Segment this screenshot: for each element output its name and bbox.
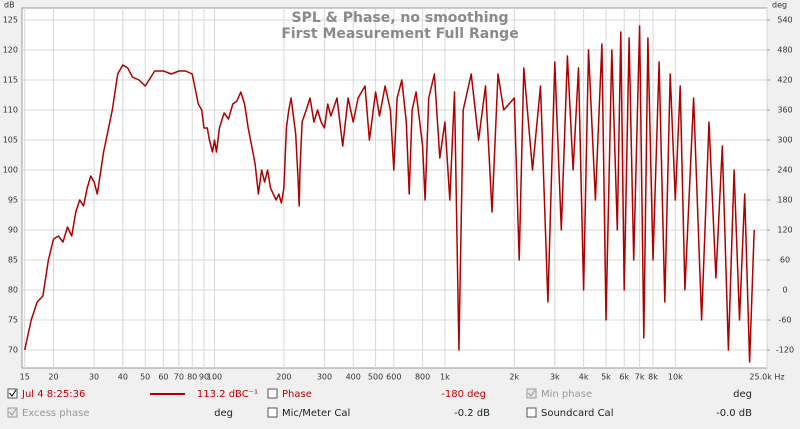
y2-tick-label: 0 bbox=[782, 286, 787, 295]
y-tick-label: 110 bbox=[3, 106, 18, 115]
x-tick-label: 25.0k Hz bbox=[749, 373, 784, 382]
x-tick-label: 800 bbox=[415, 373, 430, 382]
y2-axis-label: deg bbox=[772, 1, 787, 10]
y2-tick-label: 60 bbox=[780, 256, 790, 265]
check-mark bbox=[9, 408, 17, 416]
phase-label: Phase bbox=[282, 389, 312, 400]
x-tick-label: 8k bbox=[648, 373, 658, 382]
y-tick-label: 85 bbox=[8, 256, 18, 265]
x-tick-label: 70 bbox=[174, 373, 184, 382]
spl-value: 113.2 dBC⁻¹ bbox=[197, 389, 258, 400]
mic-cal-label: Mic/Meter Cal bbox=[282, 408, 350, 419]
y2-tick-label: 180 bbox=[777, 196, 792, 205]
x-tick-label: 6k bbox=[619, 373, 629, 382]
y2-tick-label: 420 bbox=[777, 76, 792, 85]
y2-tick-label: 540 bbox=[777, 16, 792, 25]
mic-cal-value: -0.2 dB bbox=[454, 408, 490, 419]
checkbox[interactable] bbox=[526, 388, 537, 399]
checkbox[interactable] bbox=[7, 407, 18, 418]
y-axis-label: dB bbox=[4, 1, 15, 10]
y2-tick-label: 360 bbox=[777, 106, 792, 115]
check-mark bbox=[9, 389, 17, 397]
x-tick-label: 3k bbox=[550, 373, 560, 382]
excess-phase-value: deg bbox=[214, 408, 233, 419]
x-tick-label: 1k bbox=[440, 373, 450, 382]
phase-value: -180 deg bbox=[441, 389, 486, 400]
y-tick-label: 125 bbox=[3, 16, 18, 25]
checkbox[interactable] bbox=[526, 407, 537, 418]
x-tick-label: 5k bbox=[601, 373, 611, 382]
y-tick-label: 90 bbox=[8, 226, 18, 235]
y-tick-label: 115 bbox=[3, 76, 18, 85]
y-tick-label: 100 bbox=[3, 166, 18, 175]
y-tick-label: 80 bbox=[8, 286, 18, 295]
x-tick-label: 7k bbox=[635, 373, 645, 382]
x-tick-label: 50 bbox=[140, 373, 150, 382]
checkbox[interactable] bbox=[267, 388, 278, 399]
x-tick-label: 10k bbox=[668, 373, 683, 382]
x-tick-label: 4k bbox=[579, 373, 589, 382]
spl-line bbox=[23, 25, 755, 363]
x-tick-label: 2k bbox=[509, 373, 519, 382]
checkbox[interactable] bbox=[7, 388, 18, 399]
check-mark bbox=[528, 389, 536, 397]
series-name: Jul 4 8:25:36 bbox=[21, 389, 85, 400]
soundcard-cal-label: Soundcard Cal bbox=[541, 408, 613, 419]
x-tick-label: 500 bbox=[368, 373, 383, 382]
y-tick-label: 75 bbox=[8, 316, 18, 325]
y-tick-label: 120 bbox=[3, 46, 18, 55]
x-tick-label: 80 bbox=[187, 373, 197, 382]
soundcard-cal-value: -0.0 dB bbox=[716, 408, 752, 419]
x-tick-label: 90 bbox=[199, 373, 209, 382]
y2-tick-label: -120 bbox=[776, 346, 794, 355]
checkbox[interactable] bbox=[267, 407, 278, 418]
min-phase-label: Min phase bbox=[541, 389, 592, 400]
excess-phase-label: Excess phase bbox=[22, 408, 90, 419]
x-tick-label: 15 bbox=[20, 373, 30, 382]
x-tick-label: 20 bbox=[48, 373, 58, 382]
x-tick-label: 600 bbox=[386, 373, 401, 382]
y2-tick-label: 300 bbox=[777, 136, 792, 145]
chart-title: SPL & Phase, no smoothing bbox=[292, 10, 509, 26]
x-tick-label: 40 bbox=[118, 373, 128, 382]
x-tick-label: 200 bbox=[276, 373, 291, 382]
x-tick-label: 100 bbox=[207, 373, 222, 382]
x-tick-label: 30 bbox=[89, 373, 99, 382]
y2-tick-label: 120 bbox=[777, 226, 792, 235]
x-tick-label: 300 bbox=[317, 373, 332, 382]
panel-bg bbox=[0, 383, 800, 425]
min-phase-value: deg bbox=[733, 389, 752, 400]
chart-subtitle: First Measurement Full Range bbox=[281, 26, 518, 42]
y-tick-label: 105 bbox=[3, 136, 18, 145]
x-tick-label: 60 bbox=[158, 373, 168, 382]
y2-tick-label: 240 bbox=[777, 166, 792, 175]
y-tick-label: 95 bbox=[8, 196, 18, 205]
y2-tick-label: -60 bbox=[778, 316, 791, 325]
y2-tick-label: 480 bbox=[777, 46, 792, 55]
x-tick-label: 400 bbox=[346, 373, 361, 382]
y-tick-label: 70 bbox=[8, 346, 18, 355]
